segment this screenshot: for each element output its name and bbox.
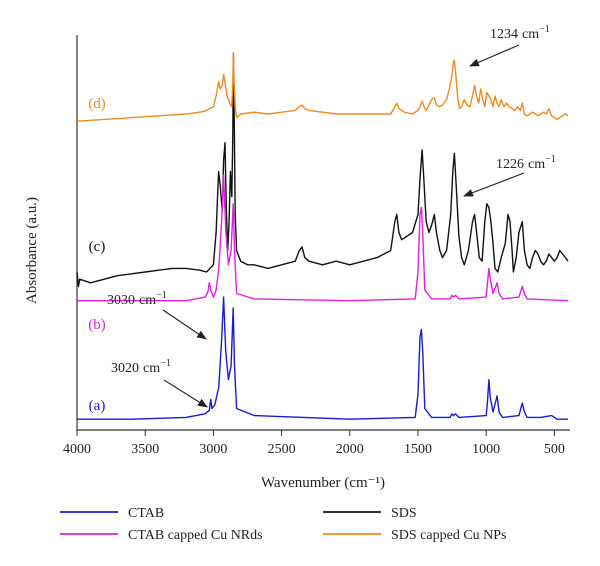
annotation-unit: cm <box>528 157 545 172</box>
legend-item: CTAB capped Cu NRds <box>60 528 263 543</box>
axes: 4000 3500 3000 2500 2000 1500 1000 500 Wavenumbe… <box>24 35 570 491</box>
x-tick-label: 2500 <box>268 442 296 457</box>
y-axis-title: Absorbance (a.u.) <box>24 197 40 304</box>
x-tick-label: 3500 <box>131 442 159 457</box>
x-tick-label: 500 <box>544 442 565 457</box>
annotation-peak-1226: 1226 cm−1 <box>463 154 556 197</box>
series-line-sds-capped-cu-nps <box>76 52 569 122</box>
annotation-arrow <box>469 44 520 67</box>
x-tick-label: 1500 <box>404 442 432 457</box>
annotation-arrow <box>163 379 208 408</box>
annotation-value: 1234 <box>490 27 518 42</box>
x-tick-label: 1000 <box>472 442 500 457</box>
legend: CTAB SDS CTAB capped Cu NRds SDS capped Cu … <box>60 506 507 543</box>
annotation-value: 3030 <box>107 293 135 308</box>
curve-label: (b) <box>88 317 106 333</box>
legend-item: SDS capped Cu NPs <box>323 528 507 543</box>
legend-label: SDS capped Cu NPs <box>391 528 507 543</box>
annotation-peak-1234: 1234 cm−1 <box>469 24 550 67</box>
x-tick-label: 4000 <box>63 442 91 457</box>
legend-label: SDS <box>391 506 417 521</box>
x-tick-label: 2000 <box>336 442 364 457</box>
legend-item: CTAB <box>60 506 164 521</box>
annotation-sup: −1 <box>545 154 556 165</box>
x-tick-label: 3000 <box>199 442 227 457</box>
annotation-text: 1226 cm−1 <box>496 154 556 172</box>
annotation-peak-3020: 3020 cm−1 <box>111 358 208 408</box>
curve-label: (c) <box>89 239 106 255</box>
annotation-arrow <box>463 172 525 197</box>
series-line-ctab <box>77 296 568 420</box>
annotation-unit: cm <box>139 293 156 308</box>
series-line-ctab-capped-cu-nrds <box>77 174 569 302</box>
annotation-unit: cm <box>143 361 160 376</box>
annotation-sup: −1 <box>160 358 171 369</box>
annotation-sup: −1 <box>156 290 167 301</box>
annotation-text: 1234 cm−1 <box>490 24 550 42</box>
series-layer <box>76 52 569 420</box>
annotation-text: 3030 cm−1 <box>107 290 167 308</box>
legend-item: SDS <box>323 506 417 521</box>
annotation-arrow <box>162 309 207 340</box>
legend-label: CTAB <box>128 506 164 521</box>
series-line-sds <box>76 52 569 288</box>
annotation-unit: cm <box>522 27 539 42</box>
x-axis-title: Wavenumber (cm⁻¹) <box>261 475 385 491</box>
annotation-sup: −1 <box>539 24 550 35</box>
curve-label: (d) <box>88 96 106 112</box>
annotation-value: 3020 <box>111 361 139 376</box>
annotation-text: 3020 cm−1 <box>111 358 171 376</box>
labels-layer: (a) (c) (b) (d) <box>88 96 106 414</box>
curve-label: (a) <box>89 398 106 414</box>
annotation-peak-3030: 3030 cm−1 <box>107 290 207 340</box>
annotation-value: 1226 <box>496 157 524 172</box>
legend-label: CTAB capped Cu NRds <box>128 528 263 543</box>
